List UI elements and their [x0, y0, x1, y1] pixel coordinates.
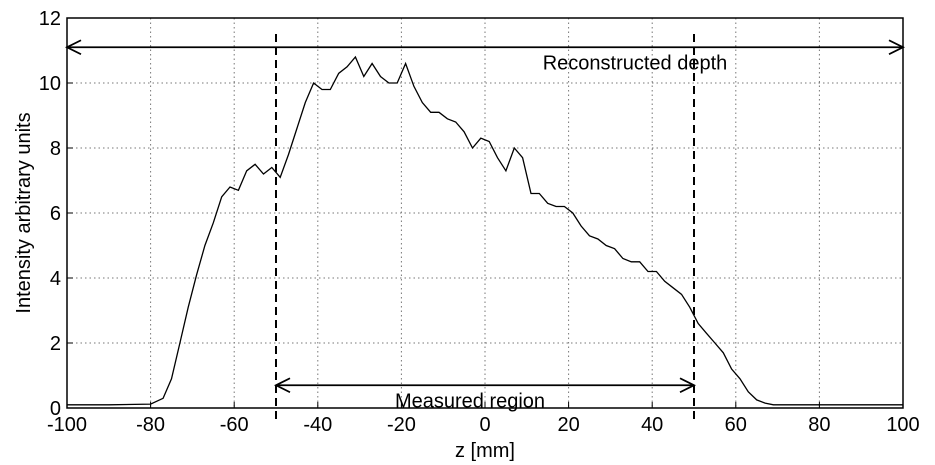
x-tick-label: -20	[387, 414, 416, 436]
x-tick-label: 100	[886, 414, 919, 436]
y-tick-label: 2	[50, 333, 61, 355]
y-tick-label: 10	[39, 73, 61, 95]
tick-labels: -100 -80 -60 -40 -20 0 20 40 60 80 100 0 2 4 6 8 10 12	[39, 8, 920, 436]
x-tick-label: -40	[303, 414, 332, 436]
x-tick-label: -80	[136, 414, 165, 436]
y-tick-label: 0	[50, 398, 61, 420]
x-tick-label: 40	[641, 414, 663, 436]
plot-frame	[66, 17, 904, 409]
grid	[67, 18, 903, 408]
annotation-label: Measured region	[395, 390, 545, 412]
x-tick-label: 60	[725, 414, 747, 436]
x-tick-label: 80	[808, 414, 830, 436]
annotation-arrowhead	[679, 377, 697, 394]
y-tick-label: 12	[39, 8, 61, 30]
annotations: Reconstructed depth Measured region	[64, 39, 906, 412]
y-axis-label: Intensity arbitrary units	[13, 112, 35, 313]
y-tick-label: 4	[50, 268, 61, 290]
y-tick-label: 6	[50, 203, 61, 225]
series-line	[67, 55, 903, 406]
x-tick-label: -60	[220, 414, 249, 436]
x-tick-label: 0	[479, 414, 490, 436]
x-tick-label: -100	[47, 414, 87, 436]
y-tick-label: 8	[50, 138, 61, 160]
x-axis-label: z [mm]	[455, 440, 515, 462]
x-tick-label: 20	[557, 414, 579, 436]
annotation-label: Reconstructed depth	[543, 52, 728, 74]
annotation-arrowhead	[273, 377, 291, 394]
